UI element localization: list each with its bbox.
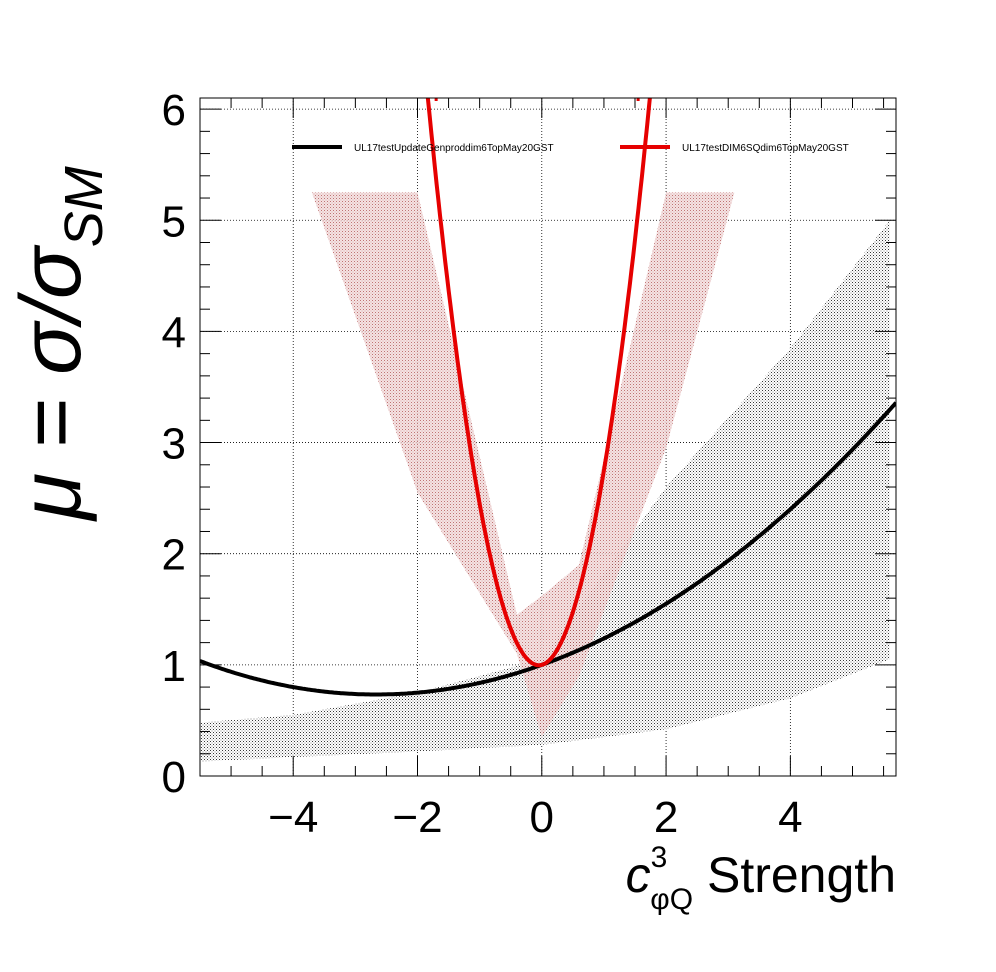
y-tick-label-6: 6 xyxy=(162,86,186,135)
y-tick-label-1: 1 xyxy=(162,642,186,691)
y-axis-title-sub: SM xyxy=(54,166,114,247)
y-tick-label-2: 2 xyxy=(162,531,186,580)
x-tick-label-2: 0 xyxy=(530,793,554,842)
y-tick-label-0: 0 xyxy=(162,753,186,802)
series-curve-1 xyxy=(425,98,652,668)
legend-entry-0: UL17testUpdateGenproddim6TopMay20GST xyxy=(354,143,554,154)
x-tick-label-3: 2 xyxy=(654,793,678,842)
y-tick-label-5: 5 xyxy=(162,197,186,246)
y-tick-label-3: 3 xyxy=(162,420,186,469)
plot-frame xyxy=(199,97,897,777)
band-1 xyxy=(311,192,735,738)
x-axis-title-sub: φQ xyxy=(650,883,693,916)
x-axis-title-main: c xyxy=(626,847,651,903)
x-axis-title: c3 φQ Strength xyxy=(626,841,896,916)
x-tick-label-0: −4 xyxy=(268,793,318,842)
x-axis-title-tail: Strength xyxy=(693,847,896,903)
legend-entry-1: UL17testDIM6SQdim6TopMay20GST xyxy=(682,143,849,154)
legend: UL17testUpdateGenproddim6TopMay20GST UL1… xyxy=(292,143,849,154)
y-axis-title: μ = σ/σSM xyxy=(3,166,114,522)
x-tick-label-1: −2 xyxy=(392,793,442,842)
axis-tick-labels: −4 −2 0 2 4 0 1 2 3 4 5 6 xyxy=(162,86,803,842)
uncertainty-bands xyxy=(200,192,890,762)
y-tick-label-4: 4 xyxy=(162,308,186,357)
band-0 xyxy=(200,220,890,762)
x-tick-label-4: 4 xyxy=(778,793,802,842)
axis-ticks xyxy=(199,98,896,777)
x-axis-title-sup: 3 xyxy=(651,841,668,874)
y-axis-title-main: μ = σ/σ xyxy=(3,244,99,522)
